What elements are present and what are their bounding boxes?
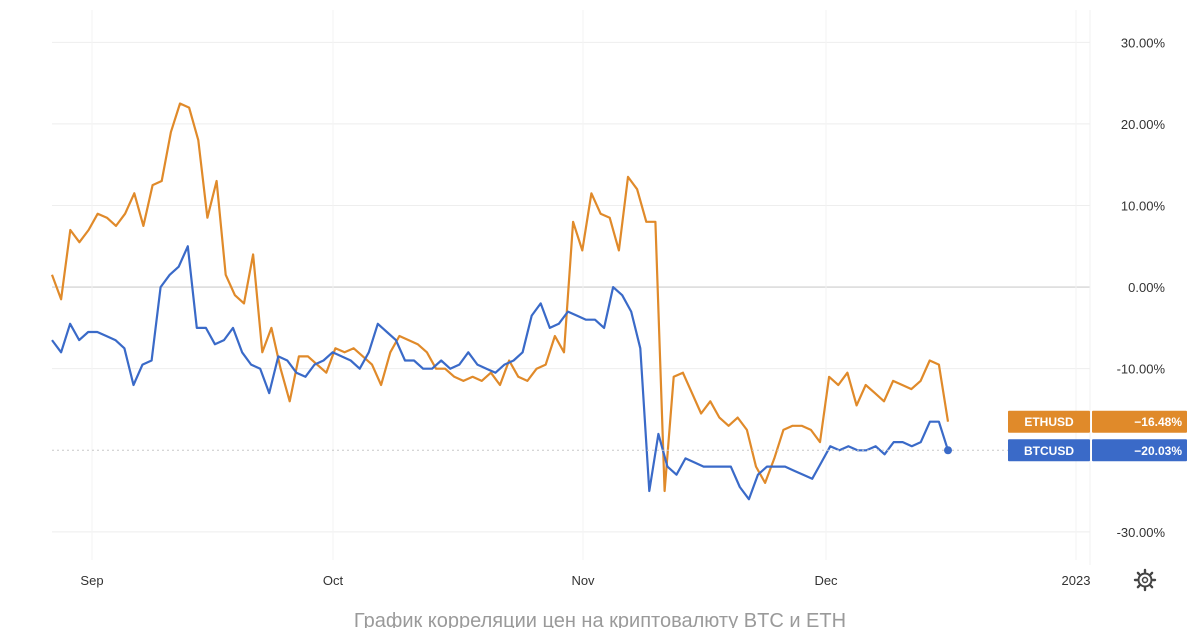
series-tag-name: BTCUSD — [1024, 444, 1074, 458]
y-tick-label: 10.00% — [1121, 198, 1166, 213]
series-tag-name: ETHUSD — [1024, 415, 1074, 429]
x-tick-label: Sep — [80, 573, 103, 588]
grid — [52, 10, 1091, 565]
x-tick-label: Oct — [323, 573, 344, 588]
series-line-ethusd — [50, 102, 950, 493]
series-tags: ETHUSD −16.48% BTCUSD −20.03% — [1008, 410, 1187, 462]
y-tick-label: 20.00% — [1121, 117, 1166, 132]
y-tick-label: -10.00% — [1117, 362, 1166, 377]
series-line-btcusd — [51, 245, 950, 501]
x-tick-label: 2023 — [1062, 573, 1091, 588]
x-tick-label: Nov — [571, 573, 595, 588]
series-lines — [50, 102, 1090, 501]
y-tick-label: -30.00% — [1117, 525, 1166, 540]
gear-icon[interactable] — [1133, 568, 1157, 592]
series-tag-value: −16.48% — [1134, 415, 1182, 429]
last-point-marker — [944, 446, 952, 455]
y-tick-label: 30.00% — [1121, 35, 1166, 50]
x-axis: Sep Oct Nov Dec 2023 — [80, 573, 1090, 588]
x-tick-label: Dec — [814, 573, 838, 588]
series-tag-ethusd: ETHUSD −16.48% — [1008, 410, 1187, 433]
series-tag-value: −20.03% — [1134, 444, 1182, 458]
y-tick-label: 0.00% — [1128, 280, 1165, 295]
series-tag-btcusd: BTCUSD −20.03% — [1008, 439, 1187, 462]
chart-caption: График корреляции цен на криптовалюту BT… — [353, 610, 847, 628]
y-axis: 30.00% 20.00% 10.00% 0.00% -10.00% -30.00% — [1117, 35, 1166, 540]
